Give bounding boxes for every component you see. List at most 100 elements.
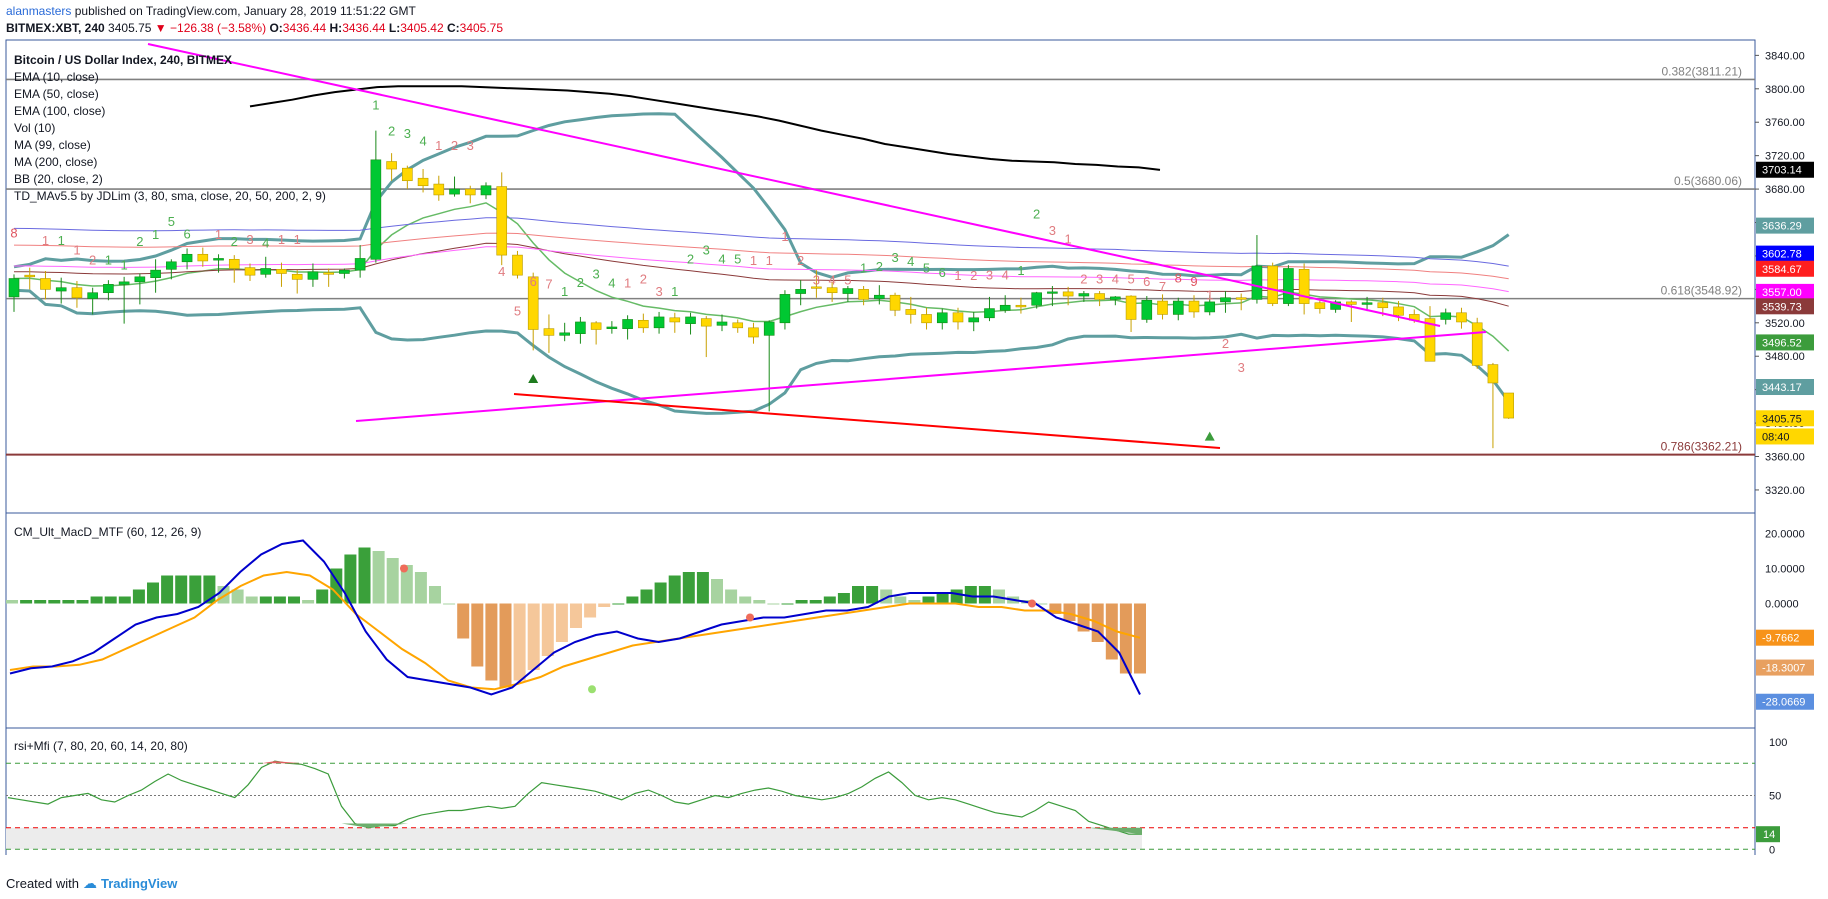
macd-cross-dot xyxy=(400,564,408,573)
tradingview-brand[interactable]: TradingView xyxy=(100,876,178,891)
candle xyxy=(700,318,712,327)
rsi-pane[interactable] xyxy=(6,760,1755,850)
macd-tag-label: -18.3007 xyxy=(1762,663,1805,675)
candle xyxy=(826,287,838,294)
td-count-label: 1 xyxy=(671,284,678,299)
td-count-label: 1 xyxy=(152,227,159,242)
candle xyxy=(402,167,413,182)
td-count-label: 5 xyxy=(1127,272,1134,287)
td-count-label: 2 xyxy=(876,259,883,274)
macd-histogram-bar xyxy=(1105,603,1118,660)
td-count-label: 4 xyxy=(608,276,615,291)
macd-histogram-bar xyxy=(598,603,611,607)
macd-histogram-bar xyxy=(570,603,582,628)
macd-histogram-bar xyxy=(936,593,949,604)
close-label: C: xyxy=(446,21,460,35)
author-name[interactable]: alanmasters xyxy=(6,4,72,18)
td-count-label: 6 xyxy=(939,265,946,280)
macd-histogram-bar xyxy=(147,582,159,604)
td-count-label: 2 xyxy=(687,251,694,266)
candle xyxy=(87,292,98,299)
macd-histogram-bar xyxy=(1063,603,1076,621)
macd-histogram-bar xyxy=(132,589,145,604)
candle xyxy=(1172,300,1184,315)
price-tag-label: 3557.00 xyxy=(1762,287,1802,299)
td-count-label: 3 xyxy=(813,272,820,287)
candle xyxy=(1220,297,1231,303)
macd-histogram-bar xyxy=(612,603,625,605)
td-count-label: 1 xyxy=(215,227,222,242)
td-count-label: 3 xyxy=(467,138,474,153)
candle xyxy=(685,316,696,324)
candle xyxy=(134,276,146,283)
price-tag-label: 3539.73 xyxy=(1762,301,1802,313)
candle xyxy=(1078,293,1090,297)
chart-canvas[interactable]: 0.382(3811.21) 0.5(3680.06) 0.618(3548.92)… xyxy=(0,0,1828,855)
td-count-label: 8 xyxy=(1175,271,1182,286)
td-count-label: 4 xyxy=(498,264,505,279)
td-count-label: 1 xyxy=(561,284,568,299)
td-count-label: 4 xyxy=(829,272,836,287)
candle xyxy=(1031,292,1042,306)
candle xyxy=(228,258,240,269)
macd-histogram-bar xyxy=(640,589,653,604)
ema-200-line xyxy=(249,85,1161,171)
tradingview-logo-icon: ☁ xyxy=(82,875,97,891)
macd-histogram-bar xyxy=(118,596,131,604)
oversold-fill xyxy=(1088,827,1142,835)
td-count-label: 1 xyxy=(954,268,961,283)
chart-border xyxy=(5,39,1756,855)
price-pane[interactable]: 0.382(3811.21) 0.5(3680.06) 0.618(3548.92)… xyxy=(6,43,1755,456)
candle xyxy=(197,253,209,262)
price-axis[interactable]: 3840.003800.003760.003720.003680.003640.… xyxy=(1755,50,1814,855)
rsi-title: rsi+Mfi (7, 80, 20, 60, 14, 20, 80) xyxy=(14,739,188,753)
macd-histogram-bar xyxy=(231,589,244,604)
candle xyxy=(1393,306,1404,316)
candle xyxy=(1314,302,1326,309)
candle xyxy=(71,287,83,299)
candle xyxy=(1204,301,1216,313)
macd-histogram-bar xyxy=(823,596,836,604)
td-count-label: 3 xyxy=(655,284,662,299)
td-count-label: 2 xyxy=(388,124,395,139)
td-count-label: 3 xyxy=(404,126,411,141)
low-value: 3405.42 xyxy=(400,21,444,35)
price-tag-label: 3703.14 xyxy=(1762,165,1802,177)
candle xyxy=(1298,269,1310,304)
candle xyxy=(527,276,539,330)
td-count-label: 2 xyxy=(797,253,804,268)
macd-cross-dot xyxy=(746,613,754,622)
rsi-tick-label: 0 xyxy=(1769,844,1775,855)
macd-cross-dot xyxy=(1028,599,1036,608)
td-count-label: 1 xyxy=(1206,287,1213,302)
candle xyxy=(55,287,67,292)
td-count-label: 5 xyxy=(844,272,851,287)
candle xyxy=(1330,301,1341,310)
macd-histogram-bar xyxy=(471,603,484,667)
td-count-label: 2 xyxy=(1222,336,1229,351)
legend-entry: TD_MAv5.5 by JDLim (3, 80, sma, close, 2… xyxy=(14,189,326,203)
macd-histogram-bar xyxy=(739,596,752,604)
candle xyxy=(433,183,445,196)
td-count-label: 1 xyxy=(278,232,285,247)
price-tag-label: 3496.52 xyxy=(1762,337,1802,349)
candle xyxy=(936,312,948,324)
candle xyxy=(166,261,177,270)
macd-histogram-bar xyxy=(429,586,441,604)
td-count-label: 1 xyxy=(121,257,128,272)
td-count-label: 5 xyxy=(734,251,741,266)
macd-histogram-bar xyxy=(316,589,329,604)
td-count-label: 3 xyxy=(1096,272,1103,287)
candle xyxy=(811,286,822,289)
macd-pane[interactable] xyxy=(6,539,1146,696)
candle xyxy=(181,253,193,263)
td-count-label: 6 xyxy=(1143,274,1150,289)
down-arrow-icon: ▼ xyxy=(154,21,167,35)
lower-trendline xyxy=(355,331,1487,422)
macd-histogram-bar xyxy=(245,596,258,604)
macd-histogram-bar xyxy=(584,603,597,618)
candle xyxy=(512,254,523,276)
candle xyxy=(1235,297,1247,300)
oversold-fill xyxy=(341,823,409,828)
macd-histogram-bar xyxy=(414,572,427,604)
